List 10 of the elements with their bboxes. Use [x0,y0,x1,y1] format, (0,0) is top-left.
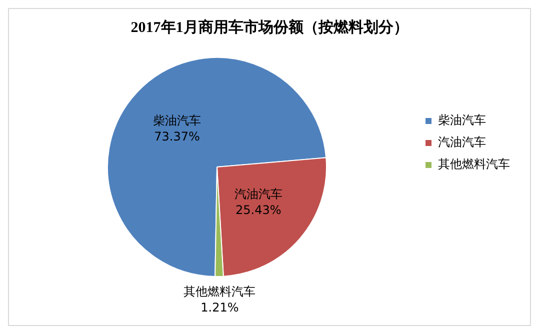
data-label: 73.37% [154,130,200,144]
legend-label: 汽油汽车 [438,135,486,150]
data-label: 1.21% [200,300,239,315]
legend-label: 其他燃料汽车 [438,157,510,172]
slice-label: 柴油汽车 [152,114,201,128]
chart-title: 2017年1月商用车市场份额（按燃料划分） [130,18,408,36]
legend-label: 柴油汽车 [438,113,486,128]
slice-label: 汽油汽车 [234,186,282,201]
data-label: 25.43% [236,202,282,217]
slice-label: 其他燃料汽车 [184,284,256,299]
